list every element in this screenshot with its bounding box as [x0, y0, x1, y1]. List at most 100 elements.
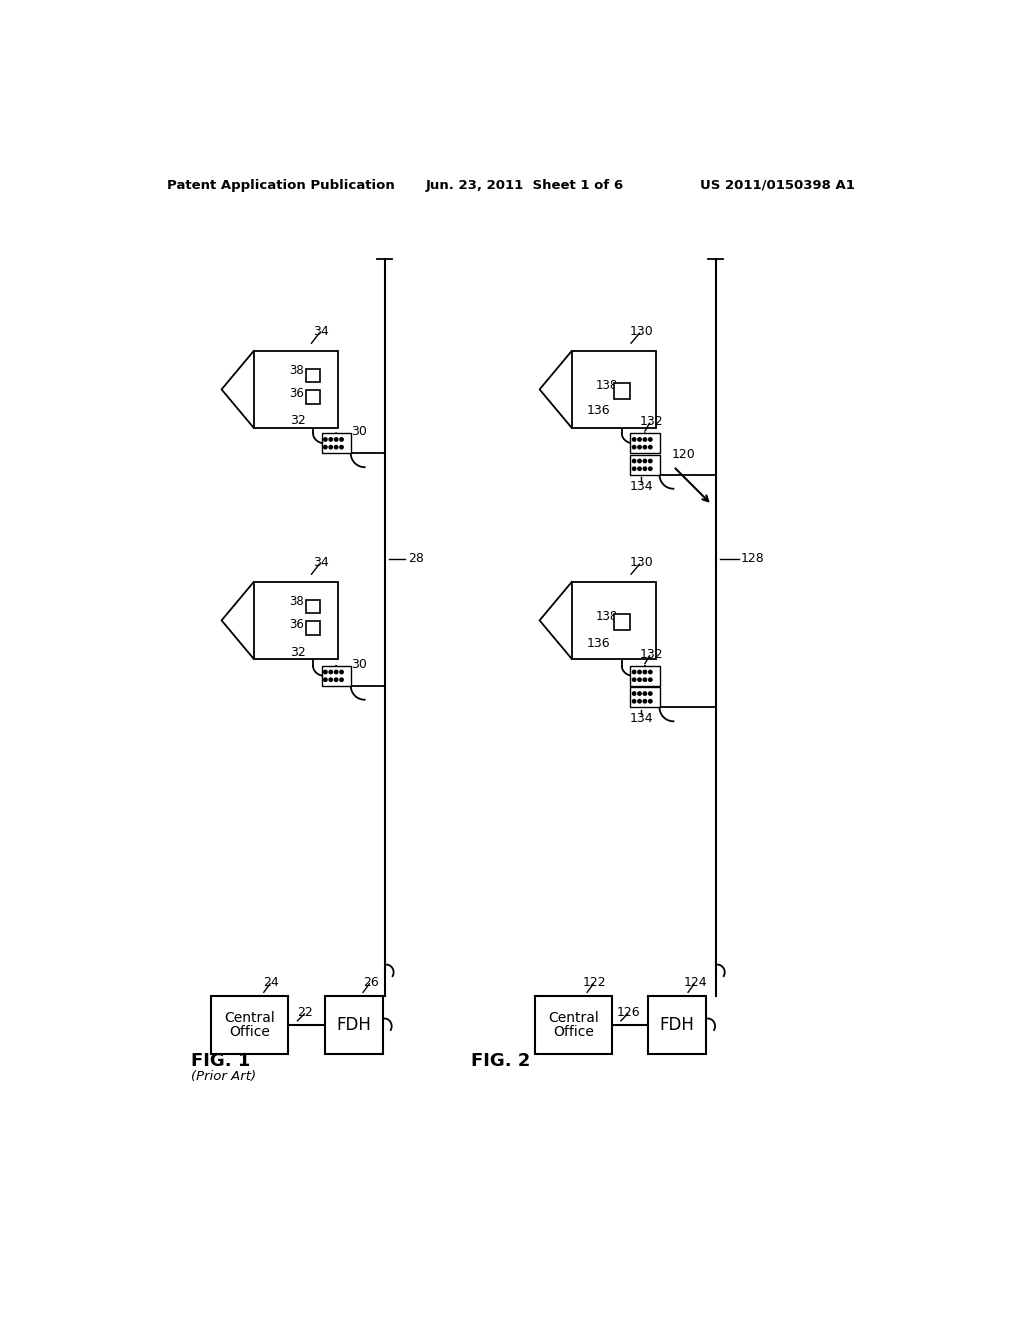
- Circle shape: [324, 678, 327, 681]
- Bar: [571, 582, 656, 659]
- Bar: [322, 433, 351, 453]
- Text: Central: Central: [548, 1011, 599, 1026]
- Text: 34: 34: [313, 556, 329, 569]
- Circle shape: [638, 445, 641, 449]
- Text: 132: 132: [639, 648, 663, 661]
- Text: FDH: FDH: [337, 1015, 372, 1034]
- Text: Patent Application Publication: Patent Application Publication: [167, 178, 394, 191]
- Circle shape: [633, 467, 636, 470]
- Circle shape: [643, 700, 646, 704]
- Circle shape: [340, 671, 343, 673]
- Text: 130: 130: [629, 325, 653, 338]
- Circle shape: [643, 692, 646, 696]
- Bar: [631, 433, 659, 453]
- Text: 32: 32: [290, 413, 305, 426]
- Bar: [631, 688, 659, 708]
- Circle shape: [643, 671, 646, 673]
- Text: 36: 36: [289, 387, 303, 400]
- Bar: [648, 995, 707, 1053]
- Circle shape: [638, 467, 641, 470]
- Text: 138: 138: [595, 379, 617, 392]
- Text: 134: 134: [630, 480, 653, 492]
- Text: Office: Office: [553, 1026, 594, 1039]
- Circle shape: [638, 678, 641, 681]
- Bar: [306, 622, 319, 635]
- Circle shape: [643, 459, 646, 463]
- Text: 34: 34: [313, 325, 329, 338]
- Circle shape: [633, 438, 636, 441]
- Text: 136: 136: [587, 404, 610, 417]
- Circle shape: [633, 671, 636, 673]
- Bar: [325, 995, 383, 1053]
- Text: 128: 128: [740, 552, 764, 565]
- Circle shape: [648, 438, 652, 441]
- Text: 38: 38: [289, 363, 303, 376]
- Text: Office: Office: [229, 1026, 270, 1039]
- Circle shape: [340, 678, 343, 681]
- Text: Central: Central: [224, 1011, 275, 1026]
- Circle shape: [643, 678, 646, 681]
- Text: 138: 138: [595, 610, 617, 623]
- Circle shape: [324, 445, 327, 449]
- Circle shape: [329, 671, 333, 673]
- Circle shape: [648, 459, 652, 463]
- Text: 124: 124: [684, 975, 708, 989]
- Text: 26: 26: [362, 975, 379, 989]
- Circle shape: [340, 438, 343, 441]
- Circle shape: [648, 692, 652, 696]
- Bar: [614, 614, 630, 630]
- Circle shape: [633, 678, 636, 681]
- Circle shape: [648, 678, 652, 681]
- Circle shape: [329, 438, 333, 441]
- Text: 24: 24: [263, 975, 280, 989]
- Text: 30: 30: [351, 657, 368, 671]
- Circle shape: [643, 445, 646, 449]
- Circle shape: [648, 467, 652, 470]
- Text: FDH: FDH: [659, 1015, 694, 1034]
- Bar: [571, 351, 656, 428]
- Bar: [614, 383, 630, 399]
- Bar: [535, 995, 611, 1053]
- Text: 130: 130: [629, 556, 653, 569]
- Text: 120: 120: [672, 449, 695, 462]
- Text: FIG. 1: FIG. 1: [190, 1052, 250, 1069]
- Text: 132: 132: [639, 416, 663, 428]
- Circle shape: [633, 700, 636, 704]
- Text: 36: 36: [289, 618, 303, 631]
- Circle shape: [335, 438, 338, 441]
- Circle shape: [633, 459, 636, 463]
- Circle shape: [648, 445, 652, 449]
- Circle shape: [633, 692, 636, 696]
- Text: FIG. 2: FIG. 2: [471, 1052, 530, 1069]
- Circle shape: [329, 445, 333, 449]
- Bar: [254, 351, 339, 428]
- Circle shape: [633, 445, 636, 449]
- Bar: [631, 455, 659, 475]
- Circle shape: [638, 700, 641, 704]
- Bar: [306, 599, 319, 614]
- Text: 22: 22: [297, 1006, 313, 1019]
- Text: Jun. 23, 2011  Sheet 1 of 6: Jun. 23, 2011 Sheet 1 of 6: [426, 178, 624, 191]
- Circle shape: [329, 678, 333, 681]
- Circle shape: [340, 445, 343, 449]
- Text: 126: 126: [616, 1006, 640, 1019]
- Bar: [254, 582, 339, 659]
- Bar: [306, 391, 319, 404]
- Circle shape: [638, 459, 641, 463]
- Circle shape: [335, 445, 338, 449]
- Text: 134: 134: [630, 713, 653, 726]
- Text: 122: 122: [583, 975, 606, 989]
- Circle shape: [643, 467, 646, 470]
- Text: 38: 38: [289, 594, 303, 607]
- Circle shape: [638, 692, 641, 696]
- Circle shape: [335, 678, 338, 681]
- Bar: [306, 368, 319, 383]
- Text: (Prior Art): (Prior Art): [190, 1069, 256, 1082]
- Text: 30: 30: [351, 425, 368, 438]
- Text: 28: 28: [408, 552, 424, 565]
- Circle shape: [648, 671, 652, 673]
- Circle shape: [643, 438, 646, 441]
- Bar: [322, 665, 351, 686]
- Circle shape: [638, 438, 641, 441]
- Bar: [631, 665, 659, 686]
